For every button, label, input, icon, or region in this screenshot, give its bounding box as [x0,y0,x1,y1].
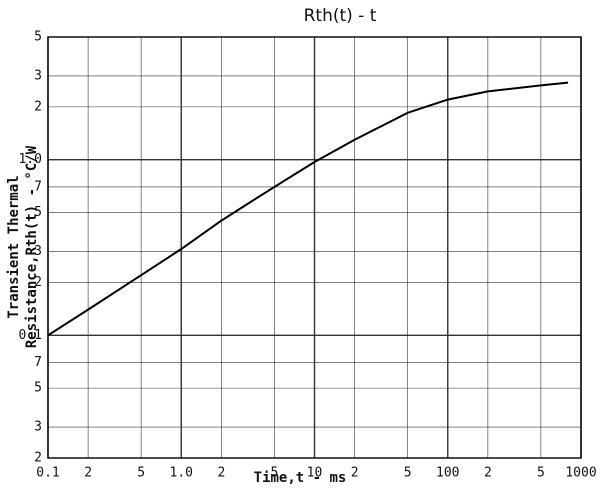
x-tick-label: 1000 [565,466,596,481]
plot-frame [47,36,582,459]
x-tick-label: 2 [84,466,92,481]
y-axis-label: Transient Thermal [6,175,22,318]
chart-title: Rth(t) - t [304,6,377,26]
y-tick-label: 2 [34,99,42,114]
x-tick-label: 5 [404,466,412,481]
x-tick-label: 10 [307,466,323,481]
y-tick-label: 5 [34,205,42,220]
y-tick-label: 7 [34,179,42,194]
y-tick-label: 2 [34,275,42,290]
y-tick-label: 5 [34,381,42,396]
y-tick-label: 7 [34,355,42,370]
x-tick-label: 5 [137,466,145,481]
x-tick-label: 5 [537,466,545,481]
y-tick-label: 2 [34,451,42,466]
y-tick-label: 3 [34,68,42,83]
y-axis-label: Resistance,Rth(t) - °C/W [24,145,40,348]
y-tick-label: 0.1 [19,328,42,343]
y-tick-label: 1.0 [19,152,42,167]
x-tick-label: 2 [484,466,492,481]
y-tick-label: 3 [34,420,42,435]
x-tick-label: 5 [270,466,278,481]
data-line [47,81,569,337]
y-tick-label: 3 [34,244,42,259]
x-tick-label: 1.0 [170,466,193,481]
x-tick-label: 0.1 [36,466,59,481]
x-tick-label: 100 [436,466,459,481]
x-tick-label: 2 [351,466,359,481]
y-tick-label: 5 [34,30,42,45]
x-tick-label: 2 [217,466,225,481]
x-axis-label: Time,t - ms [254,470,347,486]
